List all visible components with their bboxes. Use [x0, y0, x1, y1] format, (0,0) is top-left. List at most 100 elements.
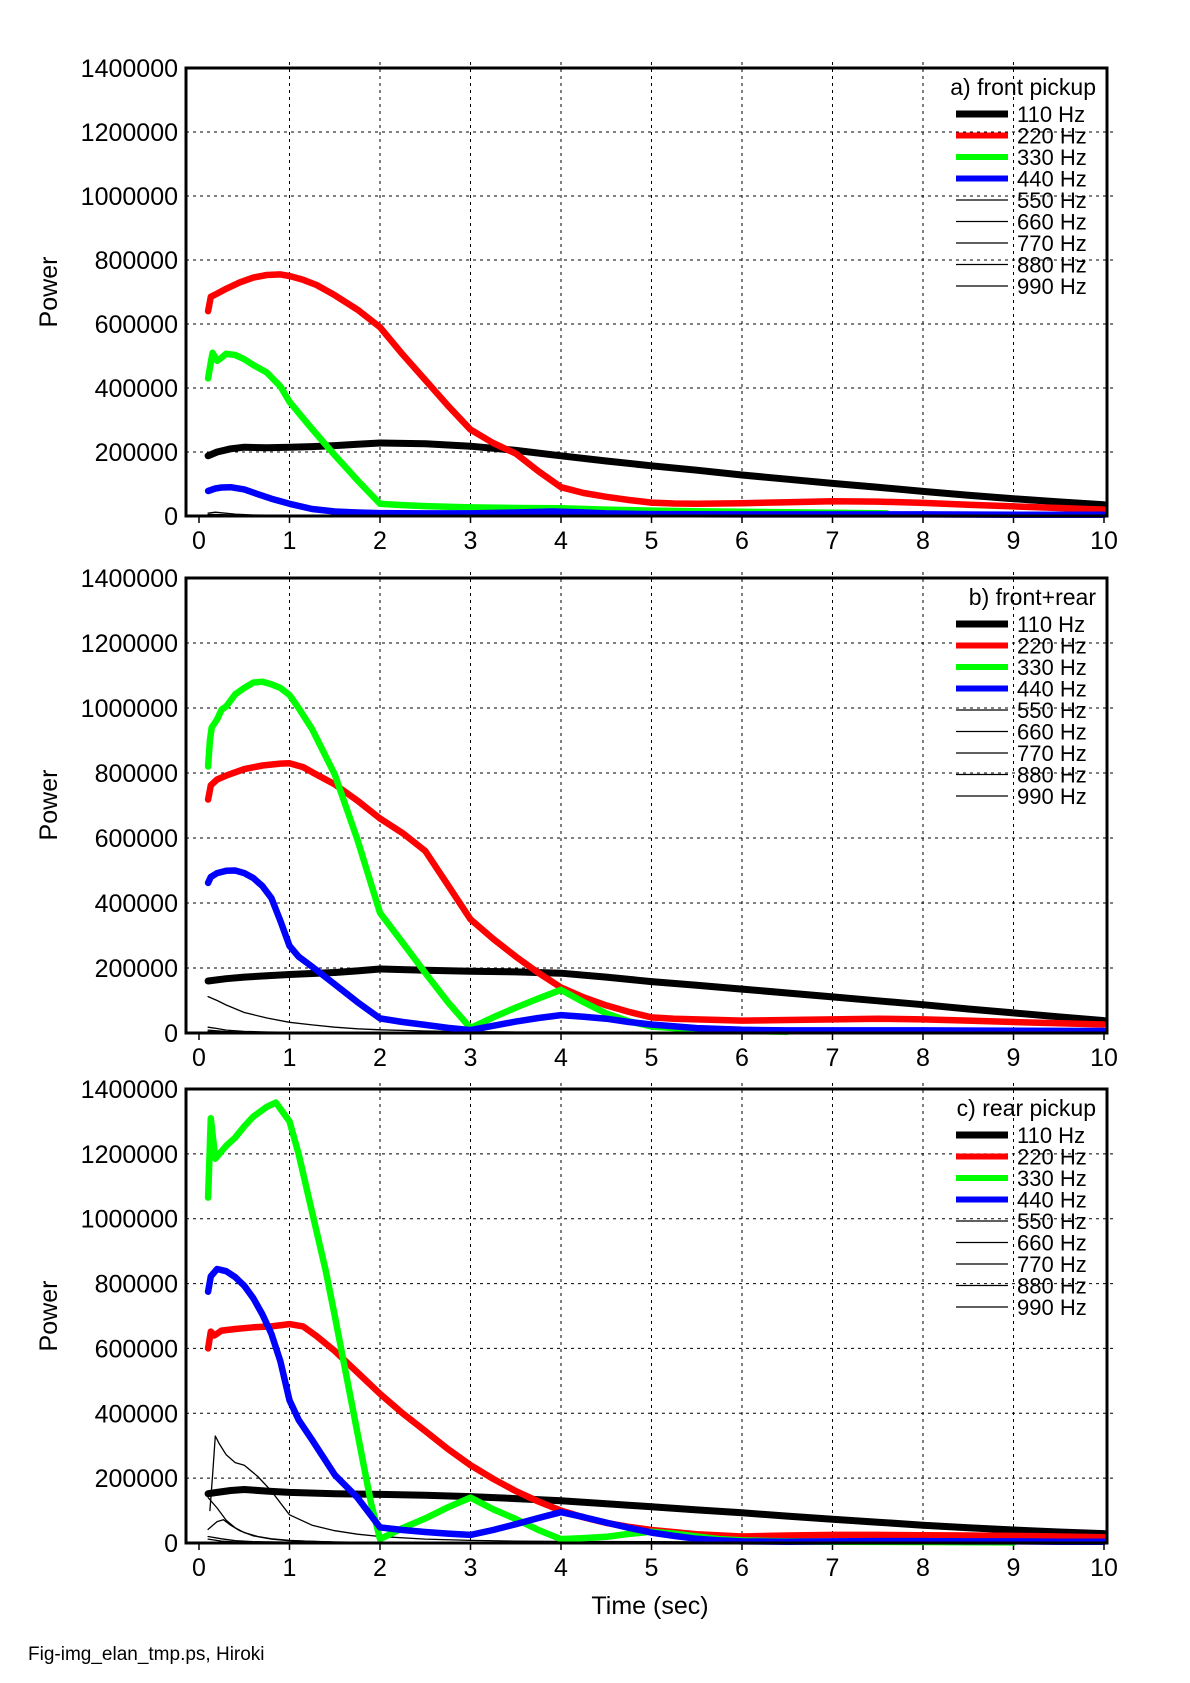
x-tick-label: 1: [283, 1554, 297, 1582]
series-b-440hz: [204, 867, 1108, 1035]
series-a-220hz: [204, 271, 1108, 513]
y-tick-label: 1000000: [81, 695, 178, 723]
x-tick-label: 9: [1007, 1554, 1021, 1582]
y-axis-title-b: Power: [35, 770, 63, 841]
legend-label-c-880hz: 880 Hz: [1017, 1274, 1087, 1299]
legend-label-a-990hz: 990 Hz: [1017, 274, 1087, 299]
x-tick-label: 3: [464, 1554, 478, 1582]
chart-b: 0 200000 400000 600000 800000 1000000 1200000 1…: [81, 565, 1118, 1072]
y-tick-label: 800000: [95, 760, 178, 788]
charts-group: 0200000400000600000800000100000012000001…: [81, 55, 1118, 1582]
series-c-330hz: [204, 1099, 1017, 1546]
legend-label-b-110hz: 110 Hz: [1017, 612, 1085, 637]
legend-label-c-770hz: 770 Hz: [1017, 1252, 1087, 1277]
x-tick-label: 2: [373, 1044, 387, 1072]
series-b-110hz: [204, 965, 1108, 1025]
y-tick-label: 600000: [95, 825, 178, 853]
y-tick-label: 400000: [95, 375, 178, 403]
x-tick-label: 9: [1007, 1044, 1021, 1072]
legend-label-c-440hz: 440 Hz: [1017, 1188, 1087, 1213]
chart-c: 0 200000 400000 600000 800000 1000000 1200000 1…: [81, 1076, 1118, 1582]
y-axis-title-a: Power: [35, 257, 63, 328]
series-c-110hz: [204, 1486, 1108, 1538]
x-tick-label: 6: [735, 1554, 749, 1582]
x-tick-label: 7: [826, 1044, 840, 1072]
plot-frame-c: [184, 1087, 1109, 1545]
legend-label-b-330hz: 330 Hz: [1017, 655, 1087, 680]
legend-label-a-220hz: 220 Hz: [1017, 124, 1087, 149]
x-tick-label: 7: [826, 527, 840, 555]
legend-label-b-990hz: 990 Hz: [1017, 784, 1087, 809]
legend-label-b-770hz: 770 Hz: [1017, 741, 1087, 766]
series-b-220hz: [204, 760, 1108, 1028]
x-tick-label: 0: [192, 527, 206, 555]
x-tick-label: 4: [554, 1554, 568, 1582]
series-c-660hz: [207, 1496, 381, 1544]
x-tick-label: 8: [916, 527, 930, 555]
y-tick-label: 400000: [95, 1400, 178, 1428]
x-tick-label: 8: [916, 1044, 930, 1072]
x-tick-label: 4: [554, 527, 568, 555]
x-tick-label: 5: [645, 1044, 659, 1072]
y-tick-label: 0: [164, 1020, 178, 1048]
y-tick-label: 1200000: [81, 1141, 178, 1169]
legend-title-b: b) front+rear: [969, 584, 1097, 610]
legend-label-c-550hz: 550 Hz: [1017, 1209, 1087, 1234]
legend-title-c: c) rear pickup: [957, 1095, 1096, 1121]
legend-label-c-220hz: 220 Hz: [1017, 1145, 1087, 1170]
footer-text: Fig-img_elan_tmp.ps, Hiroki: [28, 1644, 265, 1665]
y-tick-label: 200000: [95, 439, 178, 467]
x-tick-label: 10: [1090, 1044, 1118, 1072]
y-tick-label: 200000: [95, 1465, 178, 1493]
x-tick-label: 10: [1090, 1554, 1118, 1582]
legend-label-a-440hz: 440 Hz: [1017, 167, 1087, 192]
legend-label-a-880hz: 880 Hz: [1017, 253, 1087, 278]
x-tick-label: 3: [464, 1044, 478, 1072]
x-tick-label: 8: [916, 1554, 930, 1582]
legend-label-c-660hz: 660 Hz: [1017, 1231, 1087, 1256]
x-axis-title: Time (sec): [591, 1592, 708, 1620]
plot-frame-b: [184, 576, 1109, 1035]
legend-label-a-330hz: 330 Hz: [1017, 145, 1087, 170]
y-tick-label: 0: [164, 1530, 178, 1558]
y-tick-label: 1200000: [81, 119, 178, 147]
legend-label-c-330hz: 330 Hz: [1017, 1166, 1087, 1191]
legend-label-a-660hz: 660 Hz: [1017, 210, 1087, 235]
series-a-110hz: [204, 439, 1108, 509]
legend-label-b-220hz: 220 Hz: [1017, 634, 1087, 659]
series-a-440hz: [204, 483, 1108, 518]
x-tick-label: 0: [192, 1044, 206, 1072]
x-tick-label: 10: [1090, 527, 1118, 555]
x-tick-label: 6: [735, 527, 749, 555]
legend-label-b-440hz: 440 Hz: [1017, 677, 1087, 702]
legend-title-a: a) front pickup: [950, 74, 1096, 100]
y-tick-label: 1400000: [81, 55, 178, 83]
legend-label-a-110hz: 110 Hz: [1017, 102, 1085, 127]
x-tick-label: 6: [735, 1044, 749, 1072]
y-tick-label: 600000: [95, 311, 178, 339]
y-tick-label: 800000: [95, 1271, 178, 1299]
y-tick-label: 1400000: [81, 565, 178, 593]
series-c-550hz: [209, 1435, 834, 1543]
y-tick-label: 1400000: [81, 1076, 178, 1104]
legend-label-a-770hz: 770 Hz: [1017, 231, 1087, 256]
y-tick-label: 1000000: [81, 183, 178, 211]
y-tick-label: 1200000: [81, 630, 178, 658]
x-tick-label: 0: [192, 1554, 206, 1582]
y-tick-label: 0: [164, 503, 178, 531]
x-tick-label: 5: [645, 1554, 659, 1582]
y-tick-label: 400000: [95, 890, 178, 918]
y-tick-label: 1000000: [81, 1206, 178, 1234]
legend-label-a-550hz: 550 Hz: [1017, 188, 1087, 213]
series-c-440hz: [204, 1265, 1108, 1545]
x-tick-label: 1: [283, 1044, 297, 1072]
x-tick-label: 2: [373, 527, 387, 555]
legend-label-c-990hz: 990 Hz: [1017, 1295, 1087, 1320]
series-c-770hz: [207, 1519, 381, 1544]
x-tick-label: 2: [373, 1554, 387, 1582]
x-tick-label: 1: [283, 527, 297, 555]
legend-label-b-550hz: 550 Hz: [1017, 698, 1087, 723]
legend-label-b-660hz: 660 Hz: [1017, 720, 1087, 745]
y-tick-label: 200000: [95, 955, 178, 983]
x-tick-label: 4: [554, 1044, 568, 1072]
